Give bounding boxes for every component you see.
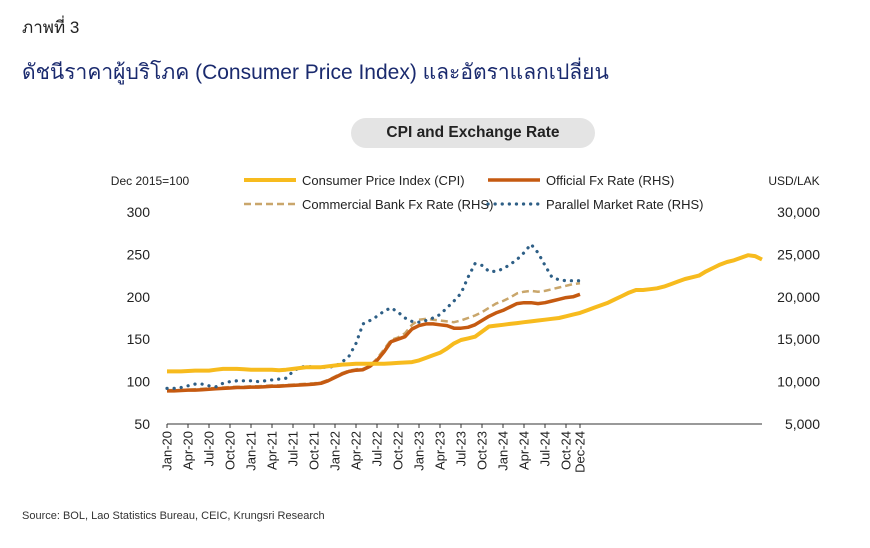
- x-tick-label: Jul-24: [538, 431, 553, 466]
- parallel-fx-series-line: [165, 242, 582, 390]
- x-tick-label: Oct-20: [223, 431, 238, 470]
- left-tick-label: 300: [127, 204, 151, 220]
- x-tick-label: Dec-24: [573, 431, 588, 473]
- legend-item-parallel-fx-label: Parallel Market Rate (RHS): [546, 197, 704, 212]
- legend-item-commercial-fx-label: Commercial Bank Fx Rate (RHS): [302, 197, 493, 212]
- right-tick-label: 20,000: [777, 289, 820, 305]
- x-tick-label: Apr-20: [181, 431, 196, 470]
- legend: Consumer Price Index (CPI) Official Fx Ra…: [244, 173, 704, 212]
- commercial-fx-series-line: [167, 281, 581, 392]
- left-tick-label: 250: [127, 246, 151, 262]
- right-tick-label: 5,000: [785, 416, 820, 432]
- right-axis-label: USD/LAK: [768, 174, 819, 188]
- x-tick-label: Jul-21: [286, 431, 301, 466]
- left-axis-label: Dec 2015=100: [111, 174, 190, 188]
- x-tick-label: Jul-22: [370, 431, 385, 466]
- x-tick-label: Apr-24: [517, 431, 532, 470]
- source-note: Source: BOL, Lao Statistics Bureau, CEIC…: [22, 510, 325, 522]
- chart-title: CPI and Exchange Rate: [351, 118, 595, 148]
- official-fx-series-line: [167, 292, 581, 393]
- left-tick-label: 150: [127, 331, 151, 347]
- right-tick-label: 25,000: [777, 246, 820, 262]
- x-tick-label: Jul-23: [454, 431, 469, 466]
- x-tick-label: Oct-22: [391, 431, 406, 470]
- series-layer: [165, 242, 763, 393]
- x-tick-label: Jan-24: [496, 431, 511, 471]
- x-tick-label: Jan-22: [328, 431, 343, 471]
- axes: Dec 2015=100 USD/LAK 300 250 200 150 100 50 30,0…: [111, 174, 820, 473]
- left-tick-label: 200: [127, 289, 151, 305]
- figure-label: ภาพที่ 3: [22, 18, 80, 37]
- left-tick-label: 100: [127, 374, 151, 390]
- x-tick-label: Apr-23: [433, 431, 448, 470]
- x-tick-label: Jan-23: [412, 431, 427, 471]
- x-tick-label: Jan-21: [244, 431, 259, 471]
- x-tick-label: Apr-21: [265, 431, 280, 470]
- x-tick-label: Oct-23: [475, 431, 490, 470]
- cpi-series-line: [167, 253, 763, 374]
- left-tick-label: 50: [134, 416, 150, 432]
- legend-item-official-fx-label: Official Fx Rate (RHS): [546, 173, 674, 188]
- legend-item-cpi-label: Consumer Price Index (CPI): [302, 173, 465, 188]
- right-tick-label: 30,000: [777, 204, 820, 220]
- right-tick-label: 15,000: [777, 331, 820, 347]
- right-tick-label: 10,000: [777, 374, 820, 390]
- x-tick-label: Jan-20: [160, 431, 175, 471]
- x-tick-label: Oct-21: [307, 431, 322, 470]
- x-tick-label: Apr-22: [349, 431, 364, 470]
- figure-title: ดัชนีราคาผู้บริโภค (Consumer Price Index…: [22, 61, 609, 84]
- x-tick-label: Jul-20: [202, 431, 217, 466]
- x-tick-label: Oct-24: [559, 431, 574, 470]
